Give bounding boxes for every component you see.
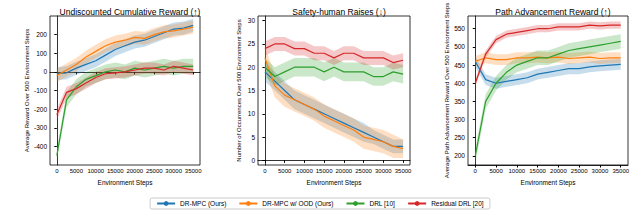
svg-text:30000: 30000 — [592, 168, 609, 174]
svg-text:DR-MPC w/ OOD (Ours): DR-MPC w/ OOD (Ours) — [262, 200, 333, 208]
svg-text:5000: 5000 — [489, 168, 503, 174]
svg-text:20000: 20000 — [550, 168, 567, 174]
svg-text:400: 400 — [454, 80, 465, 87]
svg-text:200: 200 — [36, 31, 47, 38]
svg-text:15000: 15000 — [529, 168, 546, 174]
svg-text:550: 550 — [454, 25, 465, 32]
svg-text:Safety-human Raises (↓): Safety-human Raises (↓) — [292, 7, 386, 17]
svg-text:35000: 35000 — [612, 168, 629, 174]
svg-text:Number of Occurrences Over 500: Number of Occurrences Over 500 Environme… — [236, 19, 242, 161]
svg-text:-100: -100 — [34, 87, 47, 94]
svg-text:25000: 25000 — [355, 168, 372, 174]
svg-text:Undiscounted Cumulative Reward: Undiscounted Cumulative Reward (↑) — [60, 7, 201, 17]
svg-text:450: 450 — [454, 62, 465, 69]
svg-text:30000: 30000 — [375, 168, 392, 174]
svg-text:100: 100 — [36, 50, 47, 57]
svg-text:Residual DRL [20]: Residual DRL [20] — [431, 200, 484, 208]
svg-text:25000: 25000 — [571, 168, 588, 174]
svg-text:25: 25 — [248, 40, 256, 47]
svg-text:Average Reward Over 500 Enviro: Average Reward Over 500 Environment Step… — [24, 29, 30, 152]
svg-text:10000: 10000 — [87, 168, 104, 174]
svg-text:15: 15 — [248, 87, 256, 94]
svg-text:Environment Steps: Environment Steps — [521, 179, 577, 187]
svg-text:200: 200 — [454, 152, 465, 159]
svg-text:-400: -400 — [34, 143, 47, 150]
svg-text:300: 300 — [454, 116, 465, 123]
svg-text:20: 20 — [248, 64, 256, 71]
svg-text:25000: 25000 — [146, 168, 163, 174]
svg-text:0: 0 — [43, 68, 47, 75]
svg-text:35000: 35000 — [395, 168, 412, 174]
svg-text:250: 250 — [454, 134, 465, 141]
svg-text:20000: 20000 — [336, 168, 353, 174]
svg-text:15000: 15000 — [316, 168, 333, 174]
svg-text:DRL [10]: DRL [10] — [369, 200, 395, 208]
svg-text:Environment Steps: Environment Steps — [307, 179, 363, 187]
svg-text:Average Path Advancement Rewar: Average Path Advancement Reward Over 500… — [444, 3, 450, 178]
svg-text:5: 5 — [251, 134, 255, 141]
svg-text:10000: 10000 — [508, 168, 525, 174]
svg-text:0: 0 — [55, 168, 59, 174]
svg-text:15000: 15000 — [107, 168, 124, 174]
svg-text:30000: 30000 — [165, 168, 182, 174]
svg-text:Environment Steps: Environment Steps — [98, 179, 154, 187]
svg-text:500: 500 — [454, 43, 465, 50]
svg-text:0: 0 — [251, 157, 255, 164]
svg-text:30: 30 — [248, 17, 256, 24]
svg-text:DR-MPC (Ours): DR-MPC (Ours) — [180, 200, 226, 208]
svg-text:20000: 20000 — [126, 168, 143, 174]
svg-text:0: 0 — [263, 168, 267, 174]
svg-text:350: 350 — [454, 98, 465, 105]
svg-text:35000: 35000 — [185, 168, 202, 174]
svg-text:0: 0 — [474, 168, 478, 174]
svg-text:10: 10 — [248, 110, 256, 117]
svg-text:5000: 5000 — [70, 168, 84, 174]
svg-text:-200: -200 — [34, 106, 47, 113]
svg-text:-300: -300 — [34, 124, 47, 131]
svg-text:10000: 10000 — [296, 168, 313, 174]
svg-text:5000: 5000 — [278, 168, 292, 174]
svg-text:Path Advancement Reward (↑): Path Advancement Reward (↑) — [495, 7, 610, 17]
